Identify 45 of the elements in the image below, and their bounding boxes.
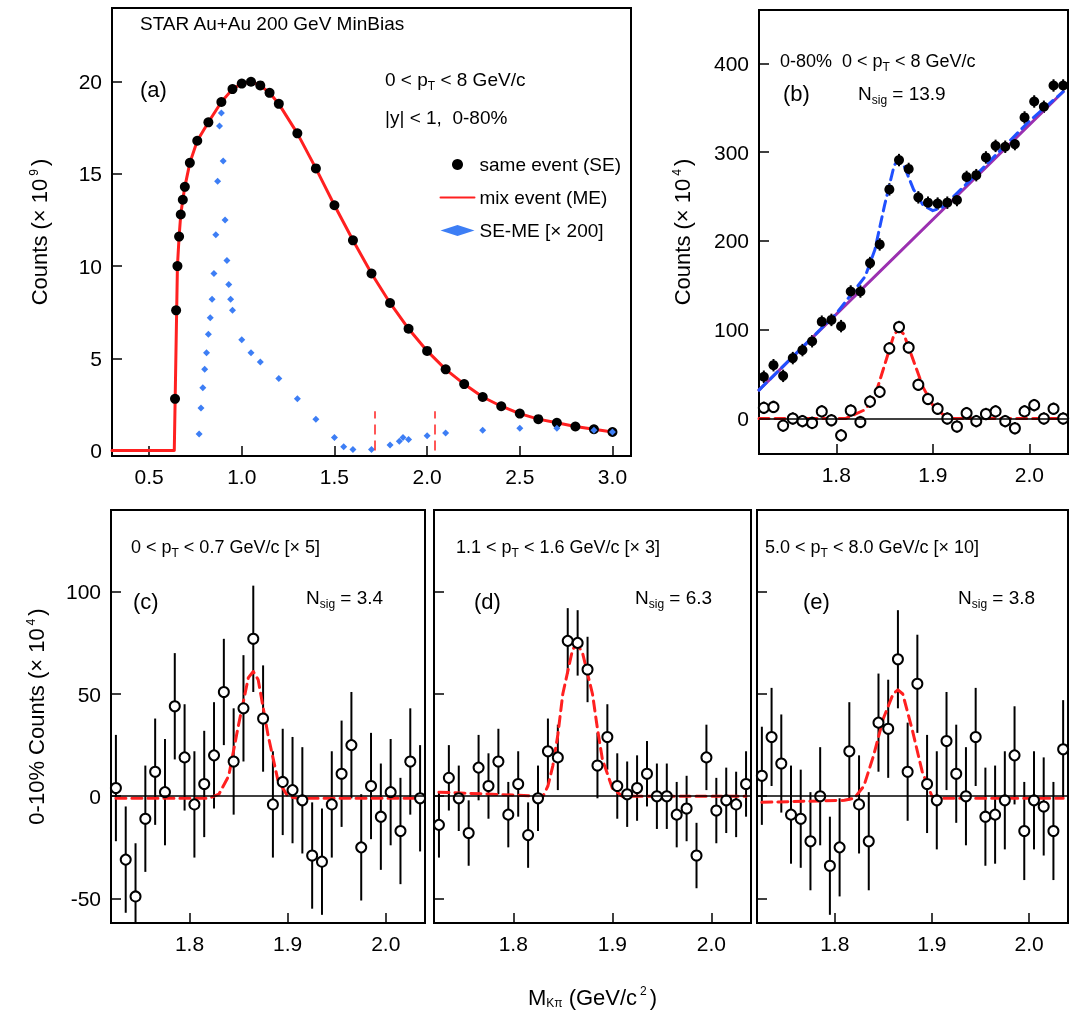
x-tick-label: 2.0 bbox=[371, 932, 401, 955]
x-tick-label: 1.0 bbox=[227, 465, 257, 488]
x-tick-label: 1.8 bbox=[821, 463, 851, 486]
annotation: (e) bbox=[803, 588, 830, 614]
x-tick-label: 2.0 bbox=[1014, 463, 1044, 486]
y-tick-label: 50 bbox=[77, 682, 101, 706]
annotation: (b) bbox=[783, 80, 810, 106]
y-tick-label: 200 bbox=[713, 229, 749, 253]
y-tick-label: 300 bbox=[713, 140, 749, 164]
y-tick-label: 5 bbox=[90, 346, 102, 370]
x-tick-label: 1.9 bbox=[918, 463, 948, 486]
x-tick-label: 1.9 bbox=[273, 932, 303, 955]
annotation: (a) bbox=[140, 76, 167, 102]
x-tick-label: 1.8 bbox=[498, 932, 528, 955]
y-axis-title: 0-10% Counts (× 104) bbox=[23, 608, 49, 825]
x-tick-label: 2.0 bbox=[412, 465, 442, 488]
x-tick-label: 2.0 bbox=[1014, 932, 1044, 955]
x-tick-label: 3.0 bbox=[597, 465, 628, 488]
x-tick-label: 1.9 bbox=[917, 932, 947, 955]
y-tick-label: 100 bbox=[713, 318, 749, 342]
y-axis-title: Counts (× 109) bbox=[26, 158, 52, 306]
x-tick-label: 1.8 bbox=[820, 932, 850, 955]
y-tick-label: 0 bbox=[89, 784, 101, 808]
legend-label: mix event (ME) bbox=[479, 187, 608, 208]
y-tick-label: 10 bbox=[78, 254, 102, 278]
x-tick-label: 0.5 bbox=[134, 465, 164, 488]
y-tick-label: 0 bbox=[90, 438, 102, 462]
y-tick-label: 20 bbox=[78, 70, 102, 94]
y-tick-label: 100 bbox=[65, 580, 101, 604]
annotation: |y| < 1, 0-80% bbox=[385, 107, 508, 128]
legend-label: same event (SE) bbox=[479, 154, 621, 175]
annotation: (d) bbox=[474, 588, 501, 614]
y-tick-label: 0 bbox=[737, 406, 749, 430]
x-tick-label: 1.5 bbox=[319, 465, 350, 488]
legend-label: SE-ME [× 200] bbox=[479, 220, 604, 241]
y-axis-title: Counts (× 104) bbox=[669, 158, 695, 306]
x-tick-label: 2.5 bbox=[505, 465, 535, 488]
x-tick-label: 1.9 bbox=[597, 932, 627, 955]
y-tick-label: 15 bbox=[78, 162, 102, 186]
y-tick-label: 400 bbox=[713, 51, 749, 75]
chart-title: STAR Au+Au 200 GeV MinBias bbox=[140, 13, 405, 34]
y-tick-label: -50 bbox=[70, 886, 101, 910]
x-tick-label: 1.8 bbox=[174, 932, 205, 955]
annotation: (c) bbox=[133, 588, 159, 614]
x-tick-label: 2.0 bbox=[696, 932, 726, 955]
